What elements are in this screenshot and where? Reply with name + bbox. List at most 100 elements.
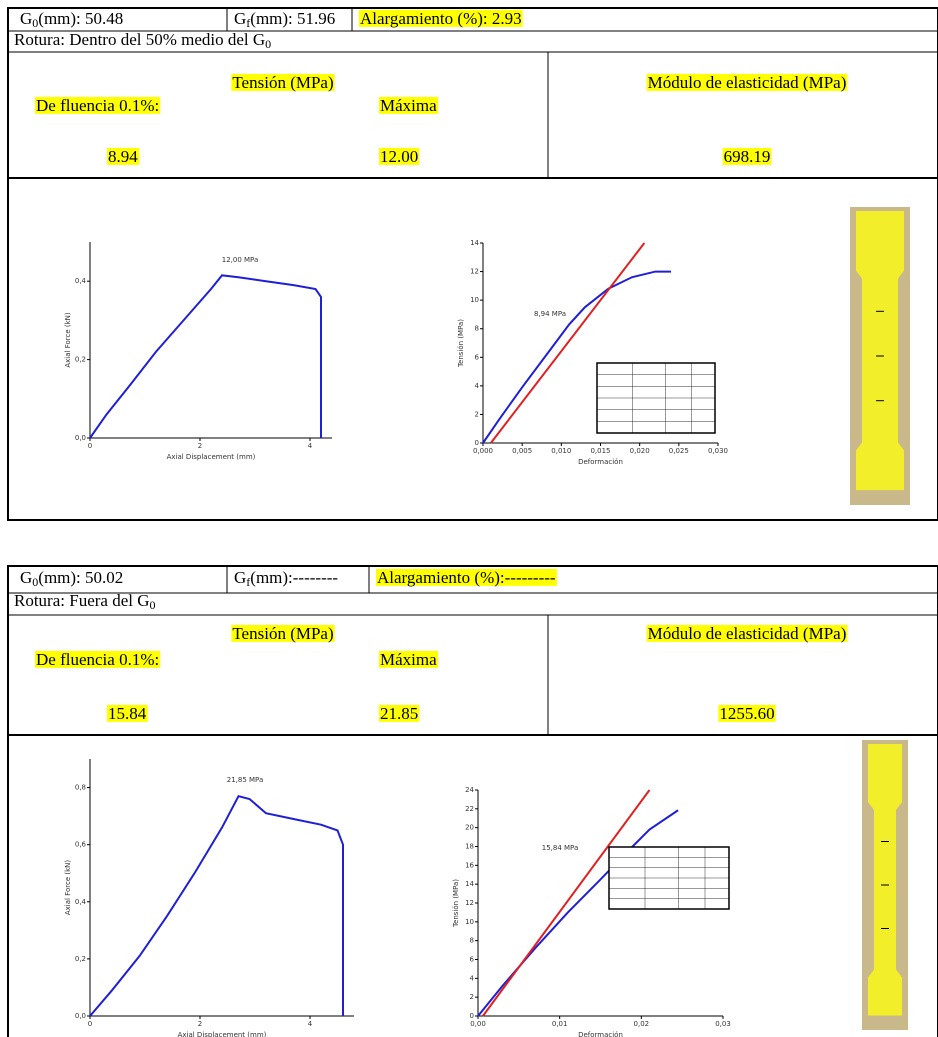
y-tick-label: 0,4 <box>75 277 87 285</box>
max-value: 12.00 <box>380 147 418 166</box>
rupture: Rotura: Fuera del G0 <box>14 591 156 612</box>
y-tick-label: 4 <box>475 382 480 390</box>
annotation: 15,84 MPa <box>542 844 579 852</box>
y-tick-label: 18 <box>465 843 474 851</box>
y-tick-label: 20 <box>465 824 474 832</box>
y-tick-label: 0,6 <box>75 841 87 849</box>
y-tick-label: 8 <box>470 937 474 945</box>
text-part: 8.94 <box>108 147 138 166</box>
x-tick-label: 0,005 <box>512 447 532 455</box>
rupture: Rotura: Dentro del 50% medio del G0 <box>14 30 271 51</box>
text-part: 1255.60 <box>719 704 774 723</box>
max-value: 21.85 <box>380 704 418 723</box>
y-tick-label: 6 <box>470 956 475 964</box>
x-tick-label: 0,000 <box>473 447 493 455</box>
text-part: Alargamiento (%): 2.93 <box>360 9 522 28</box>
text-part: (mm): 50.02 <box>38 568 123 587</box>
modulus-title: Módulo de elasticidad (MPa) <box>648 624 847 643</box>
x-tick-label: 0,01 <box>552 1020 568 1028</box>
text-part: 698.19 <box>724 147 771 166</box>
x-tick-label: 0,010 <box>551 447 571 455</box>
x-tick-label: 0 <box>88 442 92 450</box>
y-tick-label: 6 <box>475 353 480 361</box>
text-part: G <box>20 568 32 587</box>
y-tick-label: 14 <box>465 880 474 888</box>
text-part: Módulo de elasticidad (MPa) <box>648 73 847 92</box>
yield-value: 8.94 <box>108 147 138 166</box>
page: G0(mm): 50.48Gf(mm): 51.96Alargamiento (… <box>0 0 938 1037</box>
text-part: Tensión (MPa) <box>232 624 333 643</box>
max-label: Máxima <box>380 650 437 669</box>
y-tick-label: 0,2 <box>75 955 86 963</box>
x-tick-label: 0,02 <box>634 1020 650 1028</box>
yield-label: De fluencia 0.1%: <box>36 96 159 115</box>
y-tick-label: 0 <box>470 1012 474 1020</box>
y-tick-label: 12 <box>470 268 479 276</box>
yield-label: De fluencia 0.1%: <box>36 650 159 669</box>
text-part: Módulo de elasticidad (MPa) <box>648 624 847 643</box>
y-tick-label: 2 <box>470 993 474 1001</box>
x-axis-label: Deformación <box>578 1031 623 1037</box>
x-axis-label: Axial Displacement (mm) <box>178 1031 267 1037</box>
yield-value: 15.84 <box>108 704 147 723</box>
elongation: Alargamiento (%):--------- <box>377 568 556 587</box>
x-tick-label: 4 <box>308 1020 313 1028</box>
annotation: 12,00 MPa <box>222 256 259 264</box>
modulus-value: 1255.60 <box>719 704 774 723</box>
text-part: (mm):-------- <box>250 568 338 587</box>
x-tick-label: 2 <box>198 442 202 450</box>
stress-title: Tensión (MPa) <box>232 73 333 92</box>
text-part: Tensión (MPa) <box>232 73 333 92</box>
y-tick-label: 4 <box>470 974 475 982</box>
y-tick-label: 22 <box>465 805 474 813</box>
text-part: Alargamiento (%):--------- <box>377 568 556 587</box>
max-label: Máxima <box>380 96 437 115</box>
stress-title: Tensión (MPa) <box>232 624 333 643</box>
text-part: De fluencia 0.1%: <box>36 650 159 669</box>
y-tick-label: 8 <box>475 325 479 333</box>
y-tick-label: 0 <box>475 439 479 447</box>
x-tick-label: 2 <box>198 1020 202 1028</box>
elongation: Alargamiento (%): 2.93 <box>360 9 522 28</box>
annotation: 21,85 MPa <box>227 776 264 784</box>
y-tick-label: 12 <box>465 899 474 907</box>
y-tick-label: 24 <box>465 786 474 794</box>
modulus-title: Módulo de elasticidad (MPa) <box>648 73 847 92</box>
y-axis-label: Tensión (MPa) <box>452 879 460 928</box>
y-tick-label: 0,0 <box>75 1012 86 1020</box>
text-part: De fluencia 0.1%: <box>36 96 159 115</box>
x-axis-label: Deformación <box>578 458 623 466</box>
modulus-value: 698.19 <box>724 147 771 166</box>
y-tick-label: 0,4 <box>75 898 87 906</box>
y-tick-label: 14 <box>470 239 479 247</box>
specimen <box>856 211 904 490</box>
text-part: (mm): 50.48 <box>38 9 123 28</box>
annotation: 8,94 MPa <box>534 310 566 318</box>
x-tick-label: 0 <box>88 1020 92 1028</box>
text-part: Máxima <box>380 96 437 115</box>
y-tick-label: 10 <box>470 296 479 304</box>
x-tick-label: 4 <box>308 442 313 450</box>
x-axis-label: Axial Displacement (mm) <box>167 453 256 461</box>
text-part: 15.84 <box>108 704 147 723</box>
text-part: (mm): 51.96 <box>250 9 335 28</box>
text-part: G <box>234 9 246 28</box>
x-tick-label: 0,030 <box>708 447 728 455</box>
y-axis-label: Axial Force (kN) <box>64 312 72 368</box>
x-tick-label: 0,03 <box>715 1020 731 1028</box>
gf: Gf(mm):-------- <box>234 568 338 589</box>
text-part: 12.00 <box>380 147 418 166</box>
y-axis-label: Tensión (MPa) <box>457 319 465 368</box>
y-tick-label: 2 <box>475 410 479 418</box>
x-tick-label: 0,015 <box>590 447 610 455</box>
x-tick-label: 0,025 <box>669 447 689 455</box>
subscript: 0 <box>265 37 271 51</box>
text-part: 21.85 <box>380 704 418 723</box>
x-tick-label: 0,020 <box>630 447 650 455</box>
text-part: Rotura: Fuera del G <box>14 591 150 610</box>
y-tick-label: 10 <box>465 918 474 926</box>
x-tick-label: 0,00 <box>470 1020 486 1028</box>
subscript: 0 <box>150 598 156 612</box>
y-tick-label: 0,2 <box>75 356 86 364</box>
text-part: Rotura: Dentro del 50% medio del G <box>14 30 265 49</box>
